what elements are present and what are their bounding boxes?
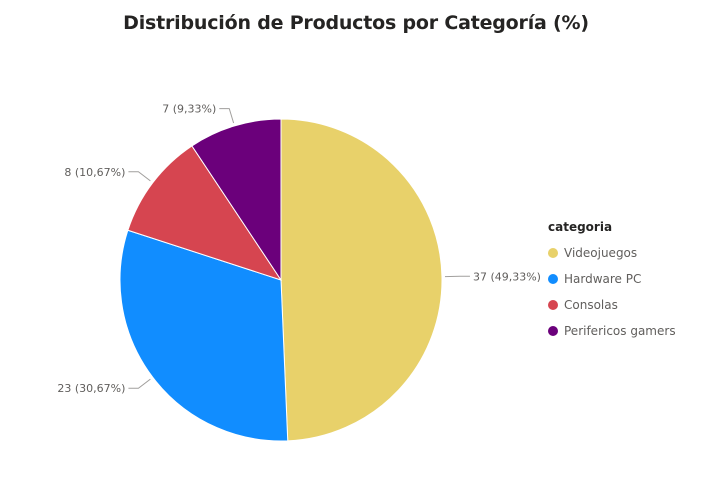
leader-line	[219, 108, 235, 124]
legend-swatch-icon	[548, 274, 558, 284]
legend-item[interactable]: Perifericos gamers	[548, 318, 676, 344]
pie-slice-consolas[interactable]	[127, 145, 283, 281]
leader-line	[128, 378, 151, 389]
legend-swatch-icon	[548, 326, 558, 336]
legend-item[interactable]: Consolas	[548, 292, 676, 318]
legend-swatch-icon	[548, 300, 558, 310]
legend-label: Hardware PC	[564, 272, 642, 286]
legend-item[interactable]: Hardware PC	[548, 266, 676, 292]
data-label: 37 (49,33%)	[473, 270, 541, 283]
data-label: 23 (30,67%)	[57, 382, 125, 395]
pie-slice-videojuegos[interactable]	[280, 118, 443, 442]
legend-swatch-icon	[548, 248, 558, 258]
legend: categoria Videojuegos Hardware PC Consolas…	[548, 220, 676, 344]
pie-slice-perifericos-gamers[interactable]	[191, 118, 282, 282]
legend-title: categoria	[548, 220, 613, 234]
legend-label: Perifericos gamers	[564, 324, 676, 338]
legend-items: Videojuegos Hardware PC Consolas Periferico…	[548, 240, 676, 344]
legend-item[interactable]: Videojuegos	[548, 240, 676, 266]
legend-label: Videojuegos	[564, 246, 638, 260]
data-label: 7 (9,33%)	[162, 103, 216, 116]
chart-title: Distribución de Productos por Categoría …	[123, 12, 589, 34]
data-label: 8 (10,67%)	[64, 166, 125, 179]
leader-line	[128, 171, 151, 182]
legend-label: Consolas	[564, 298, 618, 312]
pie-slice-hardware-pc[interactable]	[119, 229, 289, 442]
